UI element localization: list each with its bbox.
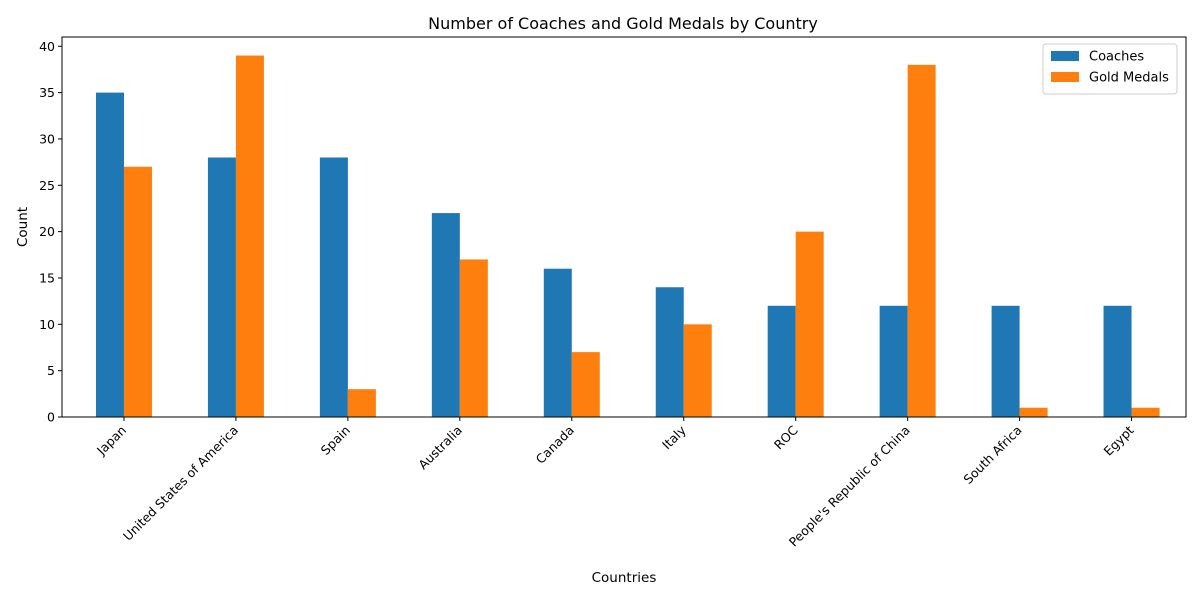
bar-coaches-2 [319, 157, 348, 418]
bar-coaches-7 [879, 305, 908, 417]
bar-gold-medals-6 [795, 231, 824, 417]
legend-swatch-gold-medals [1051, 72, 1079, 82]
bar-gold-medals-0 [123, 166, 152, 417]
x-tick-label: Italy [659, 422, 689, 452]
y-tick-label: 0 [47, 410, 55, 425]
bar-gold-medals-9 [1131, 407, 1160, 417]
y-axis-label: Count [15, 207, 31, 247]
y-tick-label: 35 [39, 85, 55, 100]
x-tick-label: South Africa [960, 423, 1024, 487]
x-tick-label: United States of America [120, 423, 241, 544]
x-tick-label: Spain [318, 423, 353, 458]
bar-coaches-9 [1103, 305, 1132, 417]
chart-title: Number of Coaches and Gold Medals by Cou… [428, 14, 818, 33]
y-tick-label: 30 [39, 131, 55, 146]
y-tick-label: 40 [39, 39, 55, 54]
x-tick-label: Japan [93, 423, 129, 459]
bar-coaches-0 [95, 92, 124, 418]
legend: Coaches Gold Medals [1042, 43, 1178, 95]
legend-label-coaches: Coaches [1089, 50, 1144, 65]
y-tick-label: 20 [39, 224, 55, 239]
x-tick-label: People's Republic of China [786, 423, 913, 550]
legend-items: Coaches Gold Medals [1051, 50, 1169, 86]
y-tick-label: 25 [39, 178, 55, 193]
x-axis-label: Countries [592, 570, 657, 586]
bar-gold-medals-5 [683, 324, 712, 417]
x-tick-label: Canada [533, 423, 577, 467]
legend-label-gold-medals: Gold Medals [1089, 71, 1169, 86]
bar-gold-medals-3 [459, 259, 488, 417]
bar-gold-medals-8 [1019, 407, 1048, 417]
bars-group [95, 55, 1160, 418]
x-tick-label: Egypt [1101, 422, 1137, 458]
bar-coaches-5 [655, 287, 684, 417]
bar-gold-medals-7 [907, 64, 936, 418]
x-tick-label: ROC [771, 422, 801, 452]
y-tick-label: 5 [47, 363, 55, 378]
x-tick-label: Australia [415, 423, 465, 473]
plot-frame [61, 36, 1187, 418]
y-tick-label: 15 [39, 270, 55, 285]
bar-gold-medals-1 [235, 55, 264, 417]
bar-gold-medals-2 [347, 389, 376, 417]
y-tick-label: 10 [39, 317, 55, 332]
bar-coaches-8 [991, 305, 1020, 417]
bar-coaches-1 [207, 157, 236, 418]
bar-coaches-3 [431, 213, 460, 417]
bar-gold-medals-4 [571, 352, 600, 417]
y-axis: 0 5 10 15 20 25 30 35 40 [39, 39, 62, 425]
bar-coaches-4 [543, 268, 572, 417]
bar-coaches-6 [767, 305, 796, 417]
legend-swatch-coaches [1051, 51, 1079, 61]
